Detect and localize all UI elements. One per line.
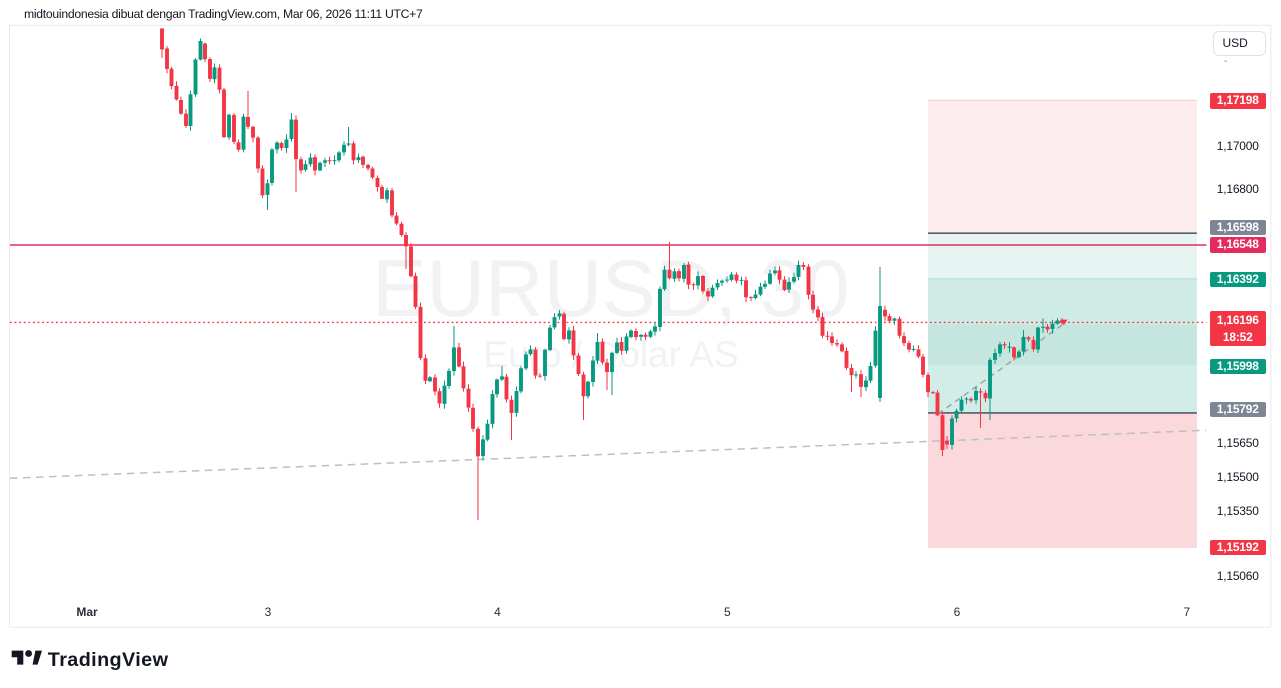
svg-text:TradingView: TradingView [48,649,169,671]
svg-text:EURUSD, 30: EURUSD, 30 [372,244,849,334]
